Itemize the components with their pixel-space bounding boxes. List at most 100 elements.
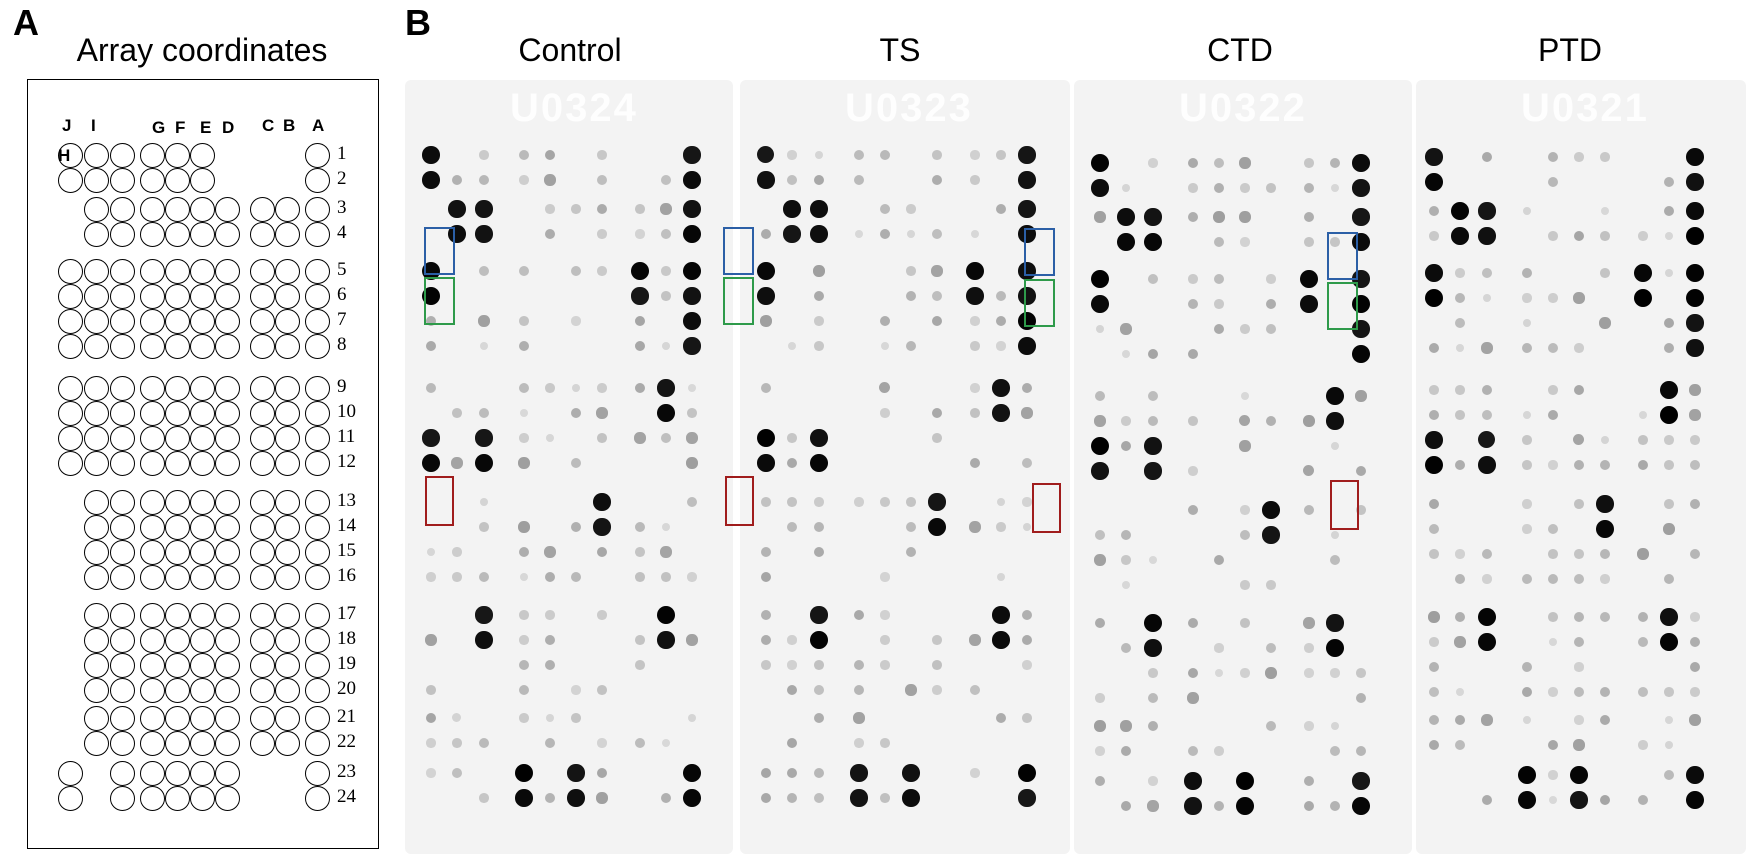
array-coordinate-circle bbox=[110, 515, 135, 540]
array-spot bbox=[1600, 268, 1610, 278]
array-spot bbox=[1187, 667, 1199, 679]
array-spot bbox=[661, 229, 671, 239]
array-spot bbox=[1213, 554, 1225, 566]
array-spot bbox=[1303, 211, 1315, 223]
array-spot bbox=[1094, 415, 1106, 427]
array-spot bbox=[1144, 462, 1162, 480]
array-spot bbox=[880, 793, 890, 803]
array-spot bbox=[1303, 775, 1315, 787]
array-spot bbox=[1326, 387, 1344, 405]
array-spot bbox=[880, 408, 890, 418]
array-spot bbox=[571, 204, 581, 214]
array-coordinate-circle bbox=[215, 197, 240, 222]
array-spot bbox=[1021, 407, 1033, 419]
array-spot bbox=[422, 262, 440, 280]
array-spot bbox=[425, 712, 437, 724]
array-coordinate-circle bbox=[250, 540, 275, 565]
array-spot bbox=[1478, 202, 1496, 220]
array-coordinate-circle bbox=[84, 603, 109, 628]
array-spot bbox=[1663, 769, 1675, 781]
highlight-box-blue bbox=[1327, 232, 1358, 280]
array-coordinate-circle bbox=[190, 259, 215, 284]
array-coordinate-circle bbox=[140, 197, 165, 222]
array-spot bbox=[1117, 208, 1135, 226]
array-coordinate-circle bbox=[165, 761, 190, 786]
array-coordinate-circle bbox=[250, 678, 275, 703]
array-coordinate-circle bbox=[250, 376, 275, 401]
array-coordinate-circle bbox=[190, 540, 215, 565]
membrane-code: U0324 bbox=[510, 86, 638, 130]
array-spot bbox=[1095, 746, 1105, 756]
array-coordinate-circle bbox=[84, 628, 109, 653]
array-spot bbox=[1547, 151, 1559, 163]
array-spot bbox=[1548, 293, 1558, 303]
array-coordinate-circle bbox=[305, 628, 330, 653]
array-spot bbox=[571, 685, 581, 695]
array-spot bbox=[757, 287, 775, 305]
array-spot bbox=[1121, 580, 1131, 590]
array-spot bbox=[1596, 495, 1614, 513]
array-coordinate-circle bbox=[215, 761, 240, 786]
array-spot bbox=[1521, 342, 1533, 354]
array-spot bbox=[814, 497, 824, 507]
array-spot bbox=[596, 203, 608, 215]
array-spot bbox=[1239, 211, 1251, 223]
array-spot bbox=[1455, 385, 1465, 395]
array-spot bbox=[570, 571, 582, 583]
array-coordinate-circle bbox=[190, 334, 215, 359]
array-spot bbox=[571, 713, 581, 723]
array-spot bbox=[992, 631, 1010, 649]
array-spot bbox=[1144, 233, 1162, 251]
array-spot bbox=[813, 521, 825, 533]
array-coordinate-circle bbox=[58, 761, 83, 786]
array-spot bbox=[1574, 499, 1584, 509]
membrane-blot: U0321 bbox=[1416, 80, 1746, 854]
array-spot bbox=[1599, 317, 1611, 329]
array-spot bbox=[1214, 668, 1224, 678]
row-label: 24 bbox=[337, 786, 356, 807]
array-spot bbox=[1022, 522, 1032, 532]
array-spot bbox=[995, 712, 1007, 724]
array-spot bbox=[932, 660, 942, 670]
array-spot bbox=[970, 408, 980, 418]
array-coordinate-circle bbox=[110, 376, 135, 401]
array-spot bbox=[786, 737, 798, 749]
array-spot bbox=[1425, 148, 1443, 166]
array-spot bbox=[1240, 391, 1250, 401]
array-spot bbox=[932, 433, 942, 443]
array-spot bbox=[1214, 746, 1224, 756]
array-spot bbox=[544, 149, 556, 161]
array-spot bbox=[810, 225, 828, 243]
array-spot bbox=[1600, 231, 1610, 241]
array-spot bbox=[1455, 268, 1465, 278]
array-spot bbox=[932, 635, 942, 645]
array-spot bbox=[1214, 274, 1224, 284]
array-coordinate-circle bbox=[190, 678, 215, 703]
array-coordinate-circle bbox=[215, 451, 240, 476]
array-spot bbox=[1144, 639, 1162, 657]
array-spot bbox=[1428, 205, 1440, 217]
array-spot bbox=[1326, 614, 1344, 632]
array-spot bbox=[787, 341, 797, 351]
array-spot bbox=[1521, 573, 1533, 585]
array-spot bbox=[810, 429, 828, 447]
array-spot bbox=[1304, 721, 1314, 731]
array-spot bbox=[1329, 800, 1341, 812]
array-spot bbox=[760, 546, 772, 558]
array-spot bbox=[931, 315, 943, 327]
array-spot bbox=[422, 429, 440, 447]
array-coordinate-circle bbox=[250, 284, 275, 309]
array-coordinate-circle bbox=[190, 786, 215, 811]
array-spot bbox=[597, 685, 607, 695]
array-spot bbox=[1522, 318, 1532, 328]
array-spot bbox=[518, 521, 530, 533]
array-spot bbox=[1330, 441, 1340, 451]
array-spot bbox=[970, 150, 980, 160]
array-coordinate-circle bbox=[215, 628, 240, 653]
array-spot bbox=[969, 457, 981, 469]
array-spot bbox=[1022, 660, 1032, 670]
array-coordinate-circle bbox=[140, 540, 165, 565]
array-spot bbox=[1188, 274, 1198, 284]
array-spot bbox=[687, 713, 697, 723]
array-spot bbox=[519, 316, 529, 326]
